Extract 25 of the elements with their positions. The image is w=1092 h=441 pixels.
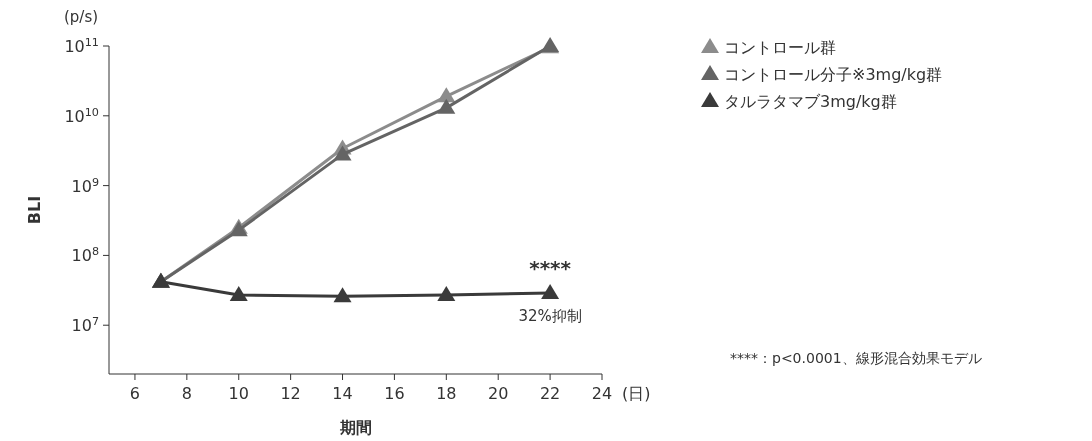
x-tick-label: 14: [332, 384, 353, 403]
x-tick-label: 20: [488, 384, 509, 403]
annotation: 32%抑制: [518, 306, 582, 325]
legend-label: タルラタマブ3mg/kg群: [724, 92, 897, 111]
y-tick-label: 10$^{11}$: [64, 35, 99, 56]
x-tick-label: 10: [228, 384, 249, 403]
annotation: ****: [529, 255, 572, 280]
x-tick-label: 18: [436, 384, 457, 403]
text: ****：p<0.0001、線形混合効果モデル: [730, 350, 982, 366]
text: (日): [622, 384, 651, 403]
y-tick-label: 10$^{8}$: [71, 244, 99, 266]
x-tick-label: 6: [129, 384, 141, 403]
x-tick-label: 22: [539, 384, 561, 403]
legend-label: コントロール群: [724, 38, 836, 57]
text: (p/s): [64, 8, 99, 26]
y-tick-label: 10$^{9}$: [71, 175, 99, 196]
y-axis-title: BLI: [25, 195, 44, 225]
x-tick-label: 16: [384, 384, 405, 403]
x-tick-label: 8: [181, 384, 192, 403]
y-tick-label: 10$^{7}$: [71, 314, 99, 336]
x-tick-label: 24: [591, 384, 613, 403]
y-tick-label: 10$^{10}$: [64, 105, 99, 126]
x-axis-title: 期間: [338, 418, 372, 437]
legend-label: コントロール分子※3mg/kg群: [724, 65, 943, 84]
x-tick-label: 12: [280, 384, 301, 403]
